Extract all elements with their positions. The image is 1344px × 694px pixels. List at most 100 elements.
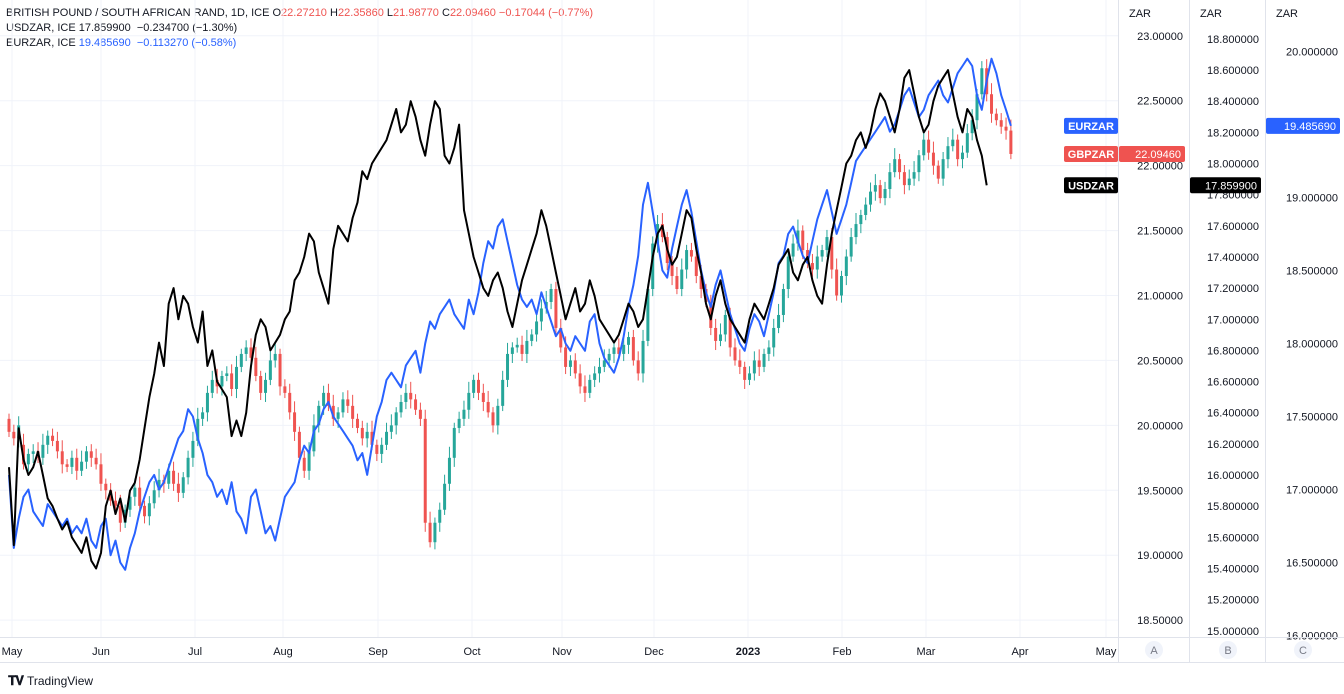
time-tick-label: Feb bbox=[833, 646, 852, 658]
candle-body bbox=[922, 139, 926, 156]
candle bbox=[254, 346, 258, 382]
brand-name[interactable]: TradingView bbox=[27, 674, 94, 688]
candle-body bbox=[409, 392, 413, 400]
candle-body bbox=[414, 399, 418, 410]
candle bbox=[675, 266, 679, 295]
candle-body bbox=[743, 366, 747, 380]
candle bbox=[7, 413, 11, 438]
candle bbox=[685, 244, 689, 279]
candle bbox=[104, 478, 108, 500]
scale-badge-b[interactable]: B bbox=[1219, 641, 1237, 659]
candle-body bbox=[651, 243, 655, 289]
candle-body bbox=[554, 289, 558, 328]
legend-row-gbpzar[interactable]: BRITISH POUND / SOUTH AFRICAN RAND, 1D, … bbox=[6, 6, 593, 21]
time-tick-label: May bbox=[1096, 646, 1117, 658]
scale-badge-c[interactable]: C bbox=[1294, 641, 1312, 659]
candle-body bbox=[801, 230, 805, 251]
candle-body bbox=[26, 453, 30, 465]
scale-tick-label: 18.500000 bbox=[1286, 265, 1338, 277]
scale-badge-a[interactable]: A bbox=[1145, 641, 1163, 659]
legend-h-label: H bbox=[330, 7, 338, 19]
last-value-text: 17.859900 bbox=[1205, 180, 1257, 192]
candle bbox=[651, 236, 655, 297]
tradingview-logo-icon[interactable]: 𝐓𝐕 bbox=[8, 673, 24, 688]
scale-tick-label: 18.600000 bbox=[1207, 65, 1259, 77]
legend-row-usdzar[interactable]: USDZAR, ICE 17.859900 −0.234700 (−1.30%) bbox=[6, 21, 593, 36]
candle-body bbox=[873, 185, 877, 192]
legend-eur-name: EURZAR, ICE bbox=[6, 37, 76, 49]
candle-body bbox=[815, 256, 819, 270]
candle bbox=[143, 500, 147, 524]
candle bbox=[205, 385, 209, 422]
candle bbox=[573, 353, 577, 379]
candle-body bbox=[530, 334, 534, 341]
time-tick-label: Nov bbox=[552, 646, 572, 658]
candle-body bbox=[99, 464, 103, 484]
candle-body bbox=[128, 496, 132, 510]
candle bbox=[157, 468, 161, 498]
candle-body bbox=[699, 276, 703, 289]
candle bbox=[554, 281, 558, 338]
scale-tick-label: 19.50000 bbox=[1137, 485, 1183, 497]
candle-body bbox=[772, 327, 776, 348]
candle bbox=[225, 366, 229, 382]
candle bbox=[588, 374, 592, 399]
candle bbox=[389, 414, 393, 439]
candle bbox=[186, 450, 190, 485]
candle-body bbox=[994, 113, 998, 121]
scale-tick-label: 21.00000 bbox=[1137, 290, 1183, 302]
candle bbox=[438, 502, 442, 532]
candle-body bbox=[157, 479, 161, 491]
candle bbox=[530, 329, 534, 347]
candle bbox=[815, 245, 819, 279]
candle-body bbox=[1004, 126, 1008, 131]
candle-body bbox=[748, 373, 752, 380]
candle-body bbox=[975, 94, 979, 121]
candle bbox=[849, 227, 853, 262]
candle bbox=[854, 213, 858, 245]
candle bbox=[152, 481, 156, 509]
candle-body bbox=[457, 418, 461, 428]
candle bbox=[1004, 117, 1008, 140]
scale-tick-label: 17.000000 bbox=[1286, 484, 1338, 496]
candle-body bbox=[167, 470, 171, 484]
candle bbox=[239, 348, 243, 373]
candle-body bbox=[902, 172, 906, 186]
legend-eur-values: 19.485690 −0.113270 (−0.58%) bbox=[78, 37, 237, 49]
candle-body bbox=[510, 347, 514, 354]
candle-body bbox=[951, 139, 955, 147]
candle-body bbox=[965, 133, 969, 153]
candle bbox=[520, 335, 524, 362]
candle-body bbox=[80, 461, 84, 471]
candle bbox=[264, 372, 268, 402]
scale-badge-text: B bbox=[1224, 645, 1231, 657]
time-tick-label: Dec bbox=[644, 646, 664, 658]
candle bbox=[380, 437, 384, 463]
scale-badge-circle bbox=[1294, 641, 1312, 659]
candle-body bbox=[418, 409, 422, 419]
candle-body bbox=[133, 487, 137, 497]
candle-body bbox=[293, 412, 297, 432]
candle-body bbox=[980, 68, 984, 95]
candle bbox=[351, 394, 355, 428]
candle-body bbox=[573, 360, 577, 374]
candle-body bbox=[273, 353, 277, 361]
candle-body bbox=[225, 373, 229, 376]
candle-body bbox=[147, 503, 151, 517]
candle-body bbox=[447, 457, 451, 484]
candle-body bbox=[191, 440, 195, 458]
candle-body bbox=[438, 509, 442, 523]
candle-body bbox=[220, 376, 224, 387]
candle-body bbox=[689, 250, 693, 257]
candle bbox=[201, 407, 205, 426]
last-value-text: 19.485690 bbox=[1284, 121, 1336, 133]
candle-body bbox=[351, 405, 355, 419]
candle bbox=[689, 242, 693, 262]
candle-body bbox=[138, 487, 142, 506]
candle-body bbox=[723, 314, 727, 335]
candle-body bbox=[152, 490, 156, 504]
candle-body bbox=[810, 263, 814, 270]
candle-body bbox=[104, 483, 108, 491]
legend-row-eurzar[interactable]: EURZAR, ICE 19.485690 −0.113270 (−0.58%) bbox=[6, 36, 593, 51]
